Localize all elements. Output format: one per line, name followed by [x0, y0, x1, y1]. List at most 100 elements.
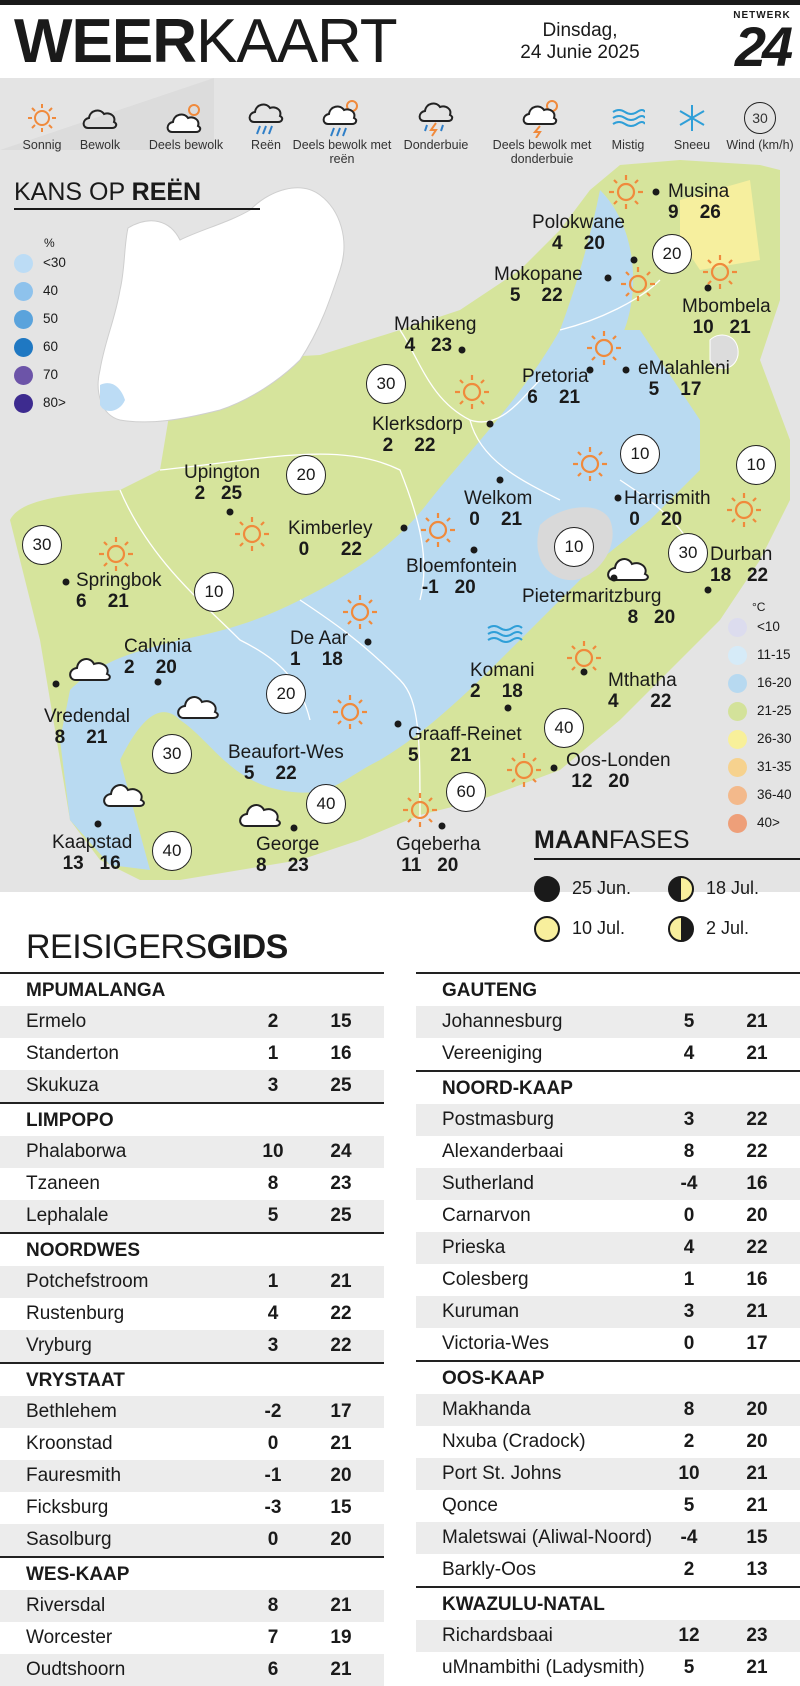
max-temp: 20 — [746, 1399, 768, 1420]
town-name: Postmasburg — [442, 1109, 554, 1130]
city-polokwane[interactable]: Polokwane 4 20 — [532, 212, 625, 254]
table-row: Bethlehem -2 17 — [0, 1396, 384, 1428]
legend-deels-bewolk: Deels bewolk — [138, 98, 234, 152]
max-temp: 21 — [330, 1659, 352, 1680]
min-temp: 10 — [678, 1463, 700, 1484]
sun-icon — [585, 329, 623, 367]
legend-wind: 30 Wind (km/h) — [720, 98, 800, 152]
sun-icon — [233, 515, 271, 553]
max-temp: 21 — [746, 1011, 768, 1032]
wind-indicator: 40 — [544, 708, 584, 748]
city-durban[interactable]: Durban 18 22 — [710, 544, 773, 586]
table-row: Vereeniging 4 21 — [416, 1038, 800, 1070]
town-name: Colesberg — [442, 1269, 529, 1290]
wind-indicator: 10 — [736, 445, 776, 485]
max-temp: 22 — [746, 1109, 768, 1130]
province-heading: MPUMALANGA — [0, 972, 384, 1006]
min-temp: 12 — [678, 1625, 700, 1646]
city-gqeberha[interactable]: Gqeberha 11 20 — [396, 834, 481, 876]
city-upington[interactable]: Upington 2 25 — [184, 462, 261, 504]
wind-indicator: 30 — [22, 525, 62, 565]
city-musina[interactable]: Musina 9 26 — [668, 181, 730, 223]
max-temp: 21 — [330, 1595, 352, 1616]
wind-indicator: 40 — [152, 831, 192, 871]
city-pretoria[interactable]: Pretoria 6 21 — [522, 366, 589, 408]
table-row: uMnambithi (Ladysmith) 5 21 — [416, 1652, 800, 1684]
max-temp: 20 — [746, 1205, 768, 1226]
max-temp: 23 — [746, 1625, 768, 1646]
min-temp: 4 — [683, 1043, 695, 1064]
table-row: Rustenburg 4 22 — [0, 1298, 384, 1330]
rain-level: 80> — [14, 394, 66, 413]
table-row: Richardsbaai 12 23 — [416, 1620, 800, 1652]
table-row: Riversdal 8 21 — [0, 1590, 384, 1622]
city-harrismith[interactable]: Harrismith 0 20 — [624, 488, 711, 530]
city-mahikeng[interactable]: Mahikeng 4 23 — [394, 314, 477, 356]
rain-swatch — [14, 338, 33, 357]
province-heading: KWAZULU-NATAL — [416, 1586, 800, 1620]
rain-swatch — [14, 366, 33, 385]
partly-cloudy-icon — [177, 696, 219, 719]
rain-level: <30 — [14, 254, 66, 273]
max-temp: 23 — [330, 1173, 352, 1194]
city-oos-londen[interactable]: Oos-Londen 12 20 — [566, 750, 671, 792]
city-mthatha[interactable]: Mthatha 4 22 — [608, 670, 677, 712]
max-temp: 16 — [746, 1173, 768, 1194]
sun-icon — [28, 104, 56, 132]
city-komani[interactable]: Komani 2 18 — [470, 660, 535, 702]
city-george[interactable]: George 8 23 — [256, 834, 320, 876]
province-heading: WES-KAAP — [0, 1556, 384, 1590]
map-weather-icons — [52, 173, 763, 832]
province-borders — [119, 279, 701, 821]
table-row: Potchefstroom 1 21 — [0, 1266, 384, 1298]
sun-icon — [701, 253, 739, 291]
city-kaapstad[interactable]: Kaapstad 13 16 — [52, 832, 133, 874]
south-africa-map — [0, 78, 800, 892]
max-temp: 22 — [330, 1303, 352, 1324]
table-row: Alexanderbaai 8 22 — [416, 1136, 800, 1168]
table-row: Ficksburg -3 15 — [0, 1492, 384, 1524]
max-temp: 20 — [330, 1465, 352, 1486]
wind-indicator: 60 — [446, 772, 486, 812]
table-row: Barkly-Oos 2 13 — [416, 1554, 800, 1586]
town-name: Richardsbaai — [442, 1625, 553, 1646]
min-temp: -4 — [680, 1173, 698, 1194]
table-row: Kuruman 3 21 — [416, 1296, 800, 1328]
moon-phase: 2 Jul. — [668, 916, 749, 942]
city-emalahleni[interactable]: eMalahleni 5 17 — [638, 358, 730, 400]
fog-icon — [612, 109, 645, 127]
netwerk24-logo[interactable]: NETWERK 24 — [733, 10, 793, 78]
table-row: Oudtshoorn 6 21 — [0, 1654, 384, 1686]
min-temp: 0 — [267, 1529, 279, 1550]
city-beaufort-wes[interactable]: Beaufort-Wes 5 22 — [228, 742, 344, 784]
city-mbombela[interactable]: Mbombela 10 21 — [682, 296, 771, 338]
town-name: Riversdal — [26, 1595, 106, 1616]
max-temp: 15 — [330, 1497, 352, 1518]
town-name: Alexanderbaai — [442, 1141, 564, 1162]
temp-level: 36-40 — [728, 786, 792, 805]
city-klerksdorp[interactable]: Klerksdorp 2 22 — [372, 414, 463, 456]
city-graaff-reinet[interactable]: Graaff-Reinet 5 21 — [408, 724, 522, 766]
city-welkom[interactable]: Welkom 0 21 — [464, 488, 533, 530]
city-pietermaritzburg[interactable]: Pietermaritzburg 8 20 — [522, 586, 676, 628]
wind-indicator: 30 — [366, 364, 406, 404]
temp-level: 31-35 — [728, 758, 792, 777]
table-row: Tzaneen 8 23 — [0, 1168, 384, 1200]
min-temp: 8 — [267, 1595, 279, 1616]
legend-mistig: Mistig — [586, 98, 670, 152]
town-name: Potchefstroom — [26, 1271, 149, 1292]
city-kimberley[interactable]: Kimberley 0 22 — [288, 518, 373, 560]
moon-phase: 18 Jul. — [668, 876, 759, 902]
min-temp: 1 — [683, 1269, 695, 1290]
city-mokopane[interactable]: Mokopane 5 22 — [494, 264, 583, 306]
min-temp: 4 — [683, 1237, 695, 1258]
city-springbok[interactable]: Springbok 6 21 — [76, 570, 162, 612]
city-de-aar[interactable]: De Aar 1 18 — [290, 628, 349, 670]
province-heading: NOORDWES — [0, 1232, 384, 1266]
min-temp: -1 — [264, 1465, 282, 1486]
moon-phase: 10 Jul. — [534, 916, 625, 942]
city-calvinia[interactable]: Calvinia 2 20 — [124, 636, 192, 678]
province-heading: GAUTENG — [416, 972, 800, 1006]
city-vredendal[interactable]: Vredendal 8 21 — [44, 706, 130, 748]
city-bloemfontein[interactable]: Bloemfontein -1 20 — [406, 556, 517, 598]
